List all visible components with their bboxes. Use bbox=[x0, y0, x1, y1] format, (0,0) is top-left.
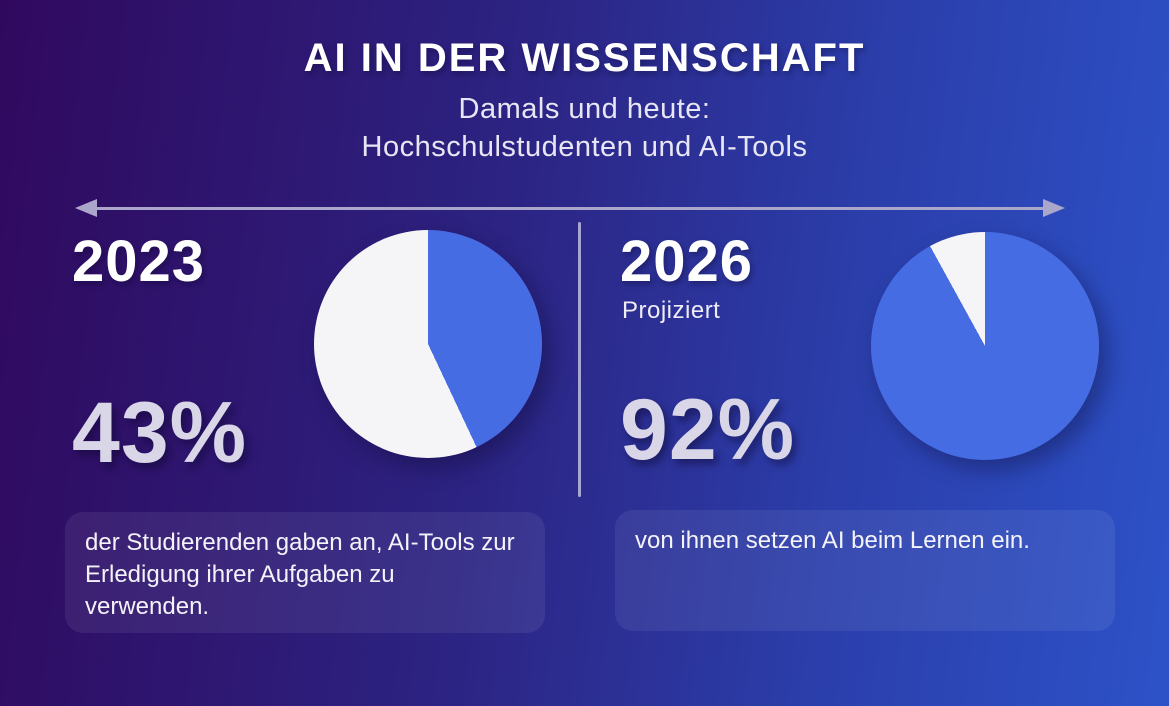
year-label-2026: 2026 bbox=[620, 229, 754, 294]
subtitle-line-2: Hochschulstudenten und AI-Tools bbox=[361, 131, 808, 163]
caption-text-2026: von ihnen setzen AI beim Lernen ein. bbox=[635, 527, 1030, 554]
pie-chart-2026 bbox=[871, 232, 1099, 460]
percent-value-2026: 92% bbox=[620, 382, 796, 478]
caption-text-2023: der Studierenden gaben an, AI-Tools zur … bbox=[85, 529, 515, 620]
projected-note: Projiziert bbox=[622, 297, 721, 324]
arrow-shaft bbox=[97, 206, 1043, 210]
caption-box-2023: der Studierenden gaben an, AI-Tools zur … bbox=[65, 512, 545, 633]
timeline-arrow bbox=[75, 199, 1065, 217]
arrowhead-left-icon bbox=[75, 199, 97, 217]
percent-value-2023: 43% bbox=[72, 385, 248, 481]
pie-chart-2023 bbox=[314, 230, 542, 458]
subtitle-line-1: Damals und heute: bbox=[458, 93, 711, 125]
vertical-divider bbox=[578, 222, 581, 497]
subtitle: Damals und heute: Hochschulstudenten und… bbox=[0, 90, 1169, 166]
year-label-2023: 2023 bbox=[72, 229, 206, 294]
header: AI IN DER WISSENSCHAFT Damals und heute:… bbox=[0, 36, 1169, 166]
arrowhead-right-icon bbox=[1043, 199, 1065, 217]
caption-box-2026: von ihnen setzen AI beim Lernen ein. bbox=[615, 510, 1115, 631]
page-title: AI IN DER WISSENSCHAFT bbox=[303, 36, 866, 80]
